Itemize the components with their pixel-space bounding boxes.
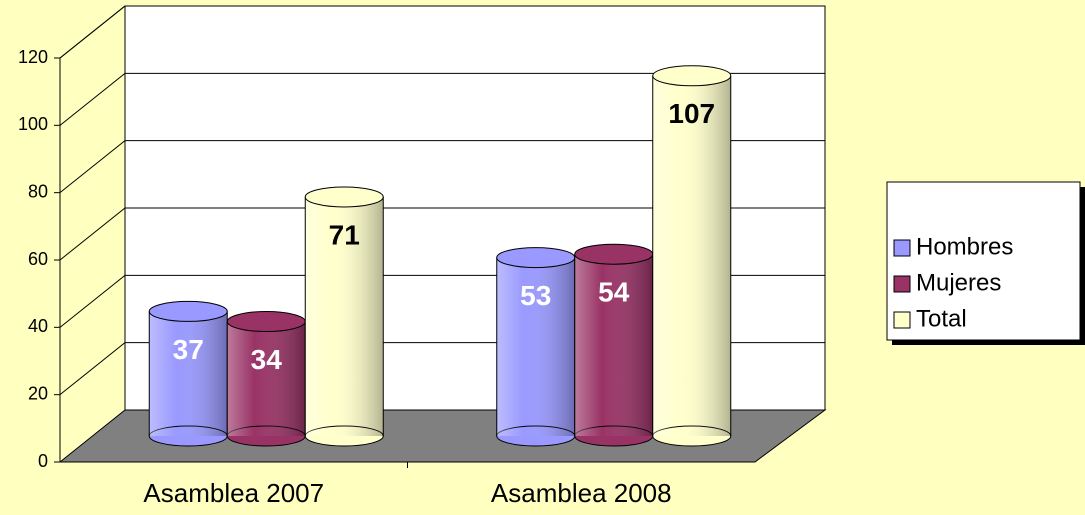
legend-box	[886, 181, 1081, 341]
legend-swatch	[893, 275, 911, 293]
bar-top	[148, 300, 228, 322]
y-tick-label: 60	[28, 249, 48, 269]
bar-top	[652, 65, 732, 87]
legend-label: Mujeres	[916, 269, 1001, 296]
data-label: 37	[173, 334, 204, 365]
data-label: 34	[251, 344, 283, 375]
legend-label: Total	[916, 305, 967, 332]
bar-shade	[227, 321, 306, 436]
bar	[226, 311, 306, 447]
y-tick-label: 20	[28, 383, 48, 403]
bar	[496, 247, 576, 447]
y-tick-label: 120	[18, 47, 48, 67]
grid-line	[59, 140, 825, 194]
bar	[652, 65, 732, 447]
y-tick-label: 100	[18, 114, 48, 134]
x-tick-label: Asamblea 2008	[491, 478, 672, 508]
bar-top	[496, 247, 576, 269]
legend-swatch	[893, 239, 911, 257]
bar	[148, 300, 228, 447]
wall-edge	[59, 5, 126, 59]
data-label: 53	[520, 280, 551, 311]
bar-top	[226, 311, 306, 333]
bar-top	[304, 186, 384, 208]
grid-line	[59, 72, 825, 126]
bar	[304, 186, 384, 447]
bar-shade	[496, 257, 575, 436]
data-label: 71	[329, 219, 360, 250]
y-tick-label: 80	[28, 181, 48, 201]
y-tick-label: 40	[28, 316, 48, 336]
legend-label: Hombres	[916, 233, 1013, 260]
bar-top	[574, 243, 654, 265]
legend: Hombres Mujeres Total	[886, 181, 1085, 345]
data-label: 107	[668, 98, 715, 129]
bar	[574, 243, 654, 447]
grid-line	[59, 207, 825, 261]
bar-shade	[574, 254, 653, 436]
legend-swatch	[893, 311, 911, 329]
bar-shade	[652, 75, 731, 437]
bar-shade	[305, 196, 384, 436]
data-label: 54	[598, 277, 630, 308]
bar-shade	[149, 311, 228, 436]
x-tick-label: Asamblea 2007	[143, 478, 324, 508]
y-tick-label: 0	[38, 451, 48, 471]
